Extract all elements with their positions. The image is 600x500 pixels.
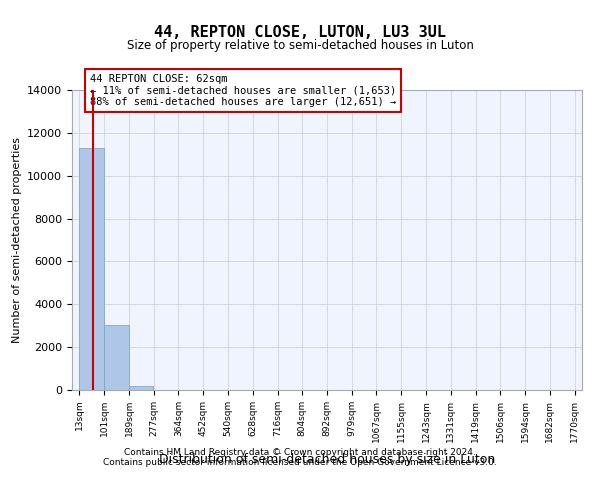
Bar (104, 324, 128, 390)
Text: Size of property relative to semi-detached houses in Luton: Size of property relative to semi-detach… (127, 38, 473, 52)
Bar (129, 386, 154, 390)
Text: Contains HM Land Registry data © Crown copyright and database right 2024.: Contains HM Land Registry data © Crown c… (124, 448, 476, 457)
X-axis label: Distribution of semi-detached houses by size in Luton: Distribution of semi-detached houses by … (159, 453, 495, 466)
Text: Contains public sector information licensed under the Open Government Licence v3: Contains public sector information licen… (103, 458, 497, 467)
Y-axis label: Number of semi-detached properties: Number of semi-detached properties (11, 137, 22, 343)
Bar (79, 148, 104, 390)
Text: 44, REPTON CLOSE, LUTON, LU3 3UL: 44, REPTON CLOSE, LUTON, LU3 3UL (154, 25, 446, 40)
Text: 44 REPTON CLOSE: 62sqm
← 11% of semi-detached houses are smaller (1,653)
88% of : 44 REPTON CLOSE: 62sqm ← 11% of semi-det… (90, 74, 396, 107)
